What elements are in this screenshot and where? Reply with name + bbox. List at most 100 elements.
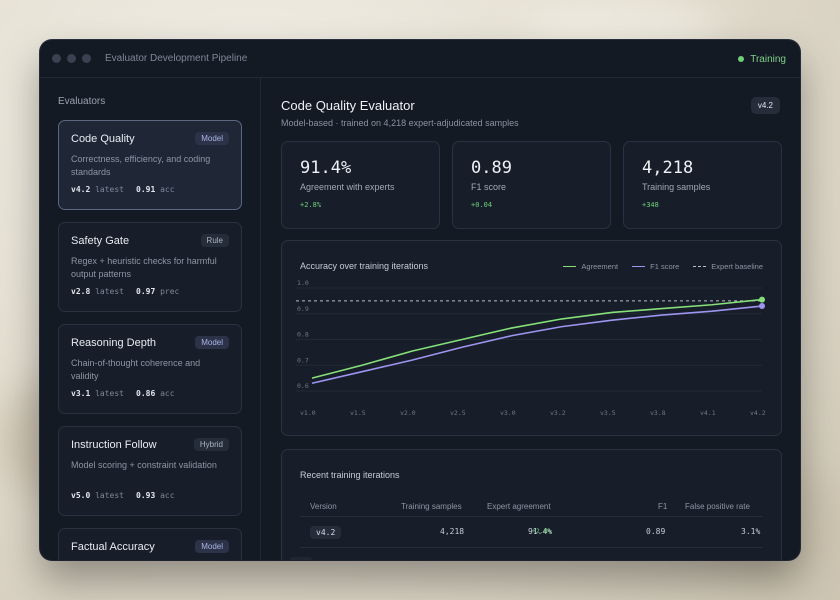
evaluator-description: Correctness, efficiency, and coding stan… — [71, 154, 211, 177]
x-tick-label: v4.1 — [700, 409, 716, 417]
evaluator-score: 0.86 — [136, 389, 156, 398]
evaluator-card-factual-accuracy[interactable]: Factual Accuracy Model — [58, 528, 242, 560]
evaluator-version: v3.1 — [71, 389, 91, 398]
kpi-value: 91.4% — [300, 158, 352, 178]
col-agreement: Expert agreement — [487, 502, 551, 511]
close-button[interactable] — [52, 54, 61, 63]
training-iterations-table: Recent training iterations Version Train… — [281, 449, 782, 560]
col-samples: Training samples — [401, 502, 462, 511]
table-row[interactable]: v4.2 4,218 91.4% +2.8% 0.89 3.1% — [300, 526, 763, 541]
chart-title: Accuracy over training iterations — [300, 261, 429, 271]
evaluator-type-badge: Hybrid — [193, 438, 229, 451]
evaluator-version: v5.0 — [71, 491, 91, 500]
next-row-version — [290, 557, 312, 560]
evaluator-metric: acc — [160, 491, 175, 500]
evaluator-card-code-quality[interactable]: Code Quality Model Correctness, efficien… — [58, 120, 242, 210]
legend-item-baseline[interactable]: Expert baseline — [693, 262, 763, 271]
accuracy-chart-card: 0.6 0.7 0.8 0.9 1.0 v1.0 v1.5 v2.0 v2.5 v3.0 v3.2 v… — [281, 240, 782, 436]
table-divider — [300, 547, 763, 548]
evaluator-version: v2.8 — [71, 287, 91, 296]
x-tick-label: v1.5 — [350, 409, 366, 417]
legend-item-f1[interactable]: F1 score — [632, 262, 679, 271]
series-line-agreement — [311, 298, 763, 379]
evaluator-name: Code Quality — [71, 132, 135, 145]
kpi-delta: +0.04 — [471, 201, 493, 209]
kpi-card-agreement: 91.4% Agreement with experts +2.8% — [281, 141, 440, 229]
y-tick-label: 0.7 — [297, 356, 309, 364]
x-tick-label: v1.0 — [300, 409, 316, 417]
evaluator-metric: acc — [160, 185, 175, 194]
y-tick-label: 0.8 — [297, 331, 309, 339]
page-subtitle: Model-based · trained on 4,218 expert-ad… — [281, 118, 519, 128]
evaluator-tag: latest — [95, 491, 124, 500]
kpi-label: Agreement with experts — [300, 182, 395, 192]
x-tick-label: v4.2 — [750, 409, 766, 417]
legend-label: F1 score — [650, 262, 680, 271]
app-window: Evaluator Development Pipeline Training … — [40, 40, 800, 560]
evaluator-card-reasoning-depth[interactable]: Reasoning Depth Model Chain-of-thought c… — [58, 324, 242, 414]
row-fpr: 3.1% — [741, 527, 761, 536]
evaluator-name: Safety Gate — [71, 234, 130, 247]
col-fpr: False positive rate — [685, 502, 750, 511]
evaluator-type-badge: Model — [195, 336, 229, 349]
kpi-value: 0.89 — [471, 158, 512, 178]
legend-swatch-f1 — [632, 266, 646, 267]
evaluator-metric: prec — [160, 287, 180, 296]
evaluator-description: Chain-of-thought coherence and validity — [71, 358, 201, 381]
evaluator-metric: acc — [160, 389, 175, 398]
evaluator-detail: Code Quality Evaluator Model-based · tra… — [262, 78, 800, 560]
evaluator-score: 0.97 — [136, 287, 156, 296]
evaluator-type-badge: Model — [195, 540, 229, 553]
evaluator-name: Instruction Follow — [71, 438, 157, 451]
page-title: Code Quality Evaluator — [281, 98, 415, 113]
x-tick-label: v3.2 — [550, 409, 566, 417]
evaluator-card-safety-gate[interactable]: Safety Gate Rule Regex + heuristic check… — [58, 222, 242, 312]
y-tick-label: 1.0 — [297, 279, 309, 287]
x-tick-label: v3.8 — [650, 409, 666, 417]
chart-legend: Agreement F1 score Expert baseline — [563, 262, 763, 271]
evaluator-description: Model scoring + constraint validation — [71, 460, 217, 470]
evaluator-meta: v5.0 latest 0.93 acc — [71, 491, 229, 500]
evaluator-tag: latest — [95, 185, 124, 194]
kpi-label: F1 score — [471, 182, 507, 192]
window-title: Evaluator Development Pipeline — [105, 53, 248, 64]
legend-swatch-baseline — [693, 266, 707, 267]
sidebar-title: Evaluators — [58, 96, 106, 107]
evaluator-meta: v3.1 latest 0.86 acc — [71, 389, 229, 398]
col-f1: F1 — [658, 502, 668, 511]
evaluator-type-badge: Rule — [200, 234, 229, 247]
evaluator-meta: v4.2 latest 0.91 acc — [71, 185, 229, 194]
training-status: Training — [738, 40, 786, 78]
minimize-button[interactable] — [67, 54, 76, 63]
legend-item-agreement[interactable]: Agreement — [563, 262, 618, 271]
accuracy-chart: 0.6 0.7 0.8 0.9 1.0 v1.0 v1.5 v2.0 v2.5 v3.0 v3.2 v… — [296, 279, 766, 417]
evaluator-type-badge: Model — [195, 132, 229, 145]
kpi-card-f1: 0.89 F1 score +0.04 — [452, 141, 611, 229]
evaluator-meta: v2.8 latest 0.97 prec — [71, 287, 229, 296]
kpi-delta: +348 — [642, 201, 659, 209]
legend-label: Expert baseline — [711, 262, 763, 271]
window-controls — [52, 54, 91, 63]
kpi-value: 4,218 — [642, 158, 694, 178]
series-endpoint-agreement — [759, 296, 765, 303]
evaluator-tag: latest — [95, 287, 124, 296]
row-agreement-value: 91.4% — [528, 527, 553, 536]
row-f1: 0.89 — [646, 527, 666, 536]
kpi-delta: +2.8% — [300, 201, 322, 209]
x-tick-label: v2.5 — [450, 409, 466, 417]
maximize-button[interactable] — [82, 54, 91, 63]
x-tick-label: v3.0 — [500, 409, 516, 417]
status-dot-icon — [738, 56, 745, 62]
row-samples: 4,218 — [440, 527, 465, 536]
status-label: Training — [750, 53, 786, 65]
version-badge[interactable]: v4.2 — [750, 97, 780, 114]
evaluator-card-instruction-follow[interactable]: Instruction Follow Hybrid Model scoring … — [58, 426, 242, 516]
kpi-card-samples: 4,218 Training samples +348 — [623, 141, 782, 229]
col-version: Version — [310, 502, 337, 511]
evaluators-sidebar: Evaluators Code Quality Model Correctnes… — [40, 78, 261, 560]
evaluator-tag: latest — [95, 389, 124, 398]
row-version: v4.2 — [310, 526, 342, 539]
row-agreement-delta: +2.8% — [532, 527, 552, 535]
table-title: Recent training iterations — [300, 470, 400, 480]
table-header: Version Training samples Expert agreemen… — [300, 502, 763, 514]
